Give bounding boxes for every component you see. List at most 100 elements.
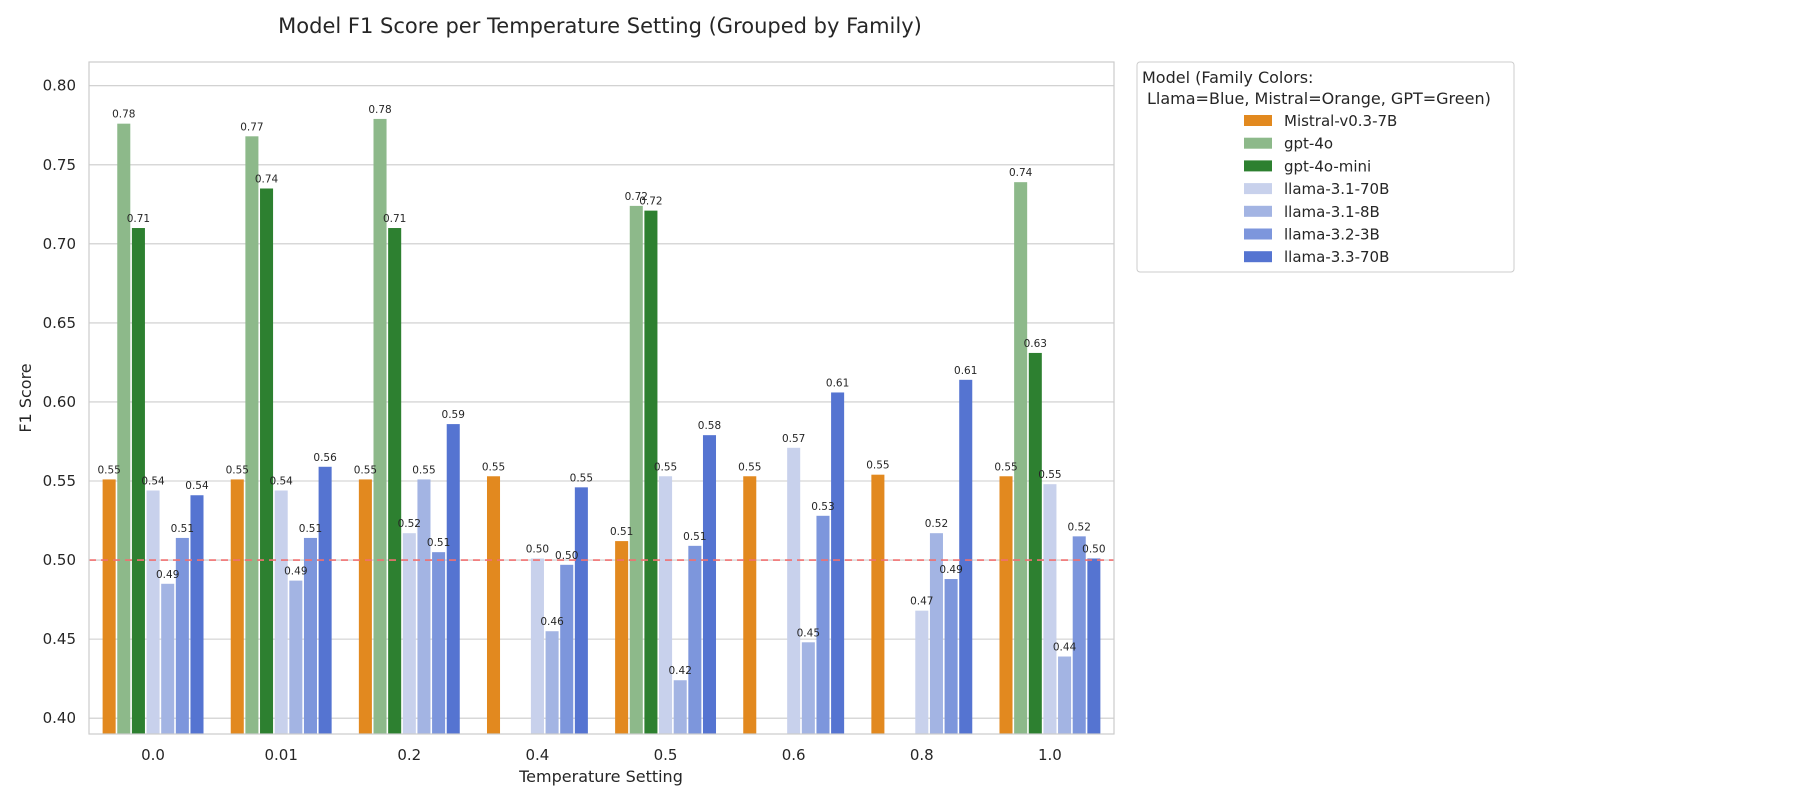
bar [260, 188, 274, 734]
bar [432, 552, 446, 734]
bar-labels: 0.55 0.55 0.55 0.55 0.51 0.55 0.55 0.55 0.78 0.77… [97, 104, 1105, 677]
x-tick-label: 0.8 [910, 746, 934, 764]
y-tick-label: 0.40 [43, 709, 76, 727]
bar-value-label: 0.50 [526, 543, 549, 555]
bar [944, 579, 958, 734]
bar-value-label: 0.51 [299, 523, 322, 535]
bar [146, 490, 160, 734]
bar [446, 424, 460, 734]
y-tick-labels: 0.40 0.45 0.50 0.55 0.60 0.65 0.70 0.75 0.80 [43, 77, 76, 727]
bar-value-label: 0.74 [1009, 167, 1033, 179]
legend-items: Mistral-v0.3-7B gpt-4o gpt-4o-mini llama-3.… [1244, 112, 1397, 266]
bar-value-label: 0.54 [269, 475, 293, 487]
bar [659, 476, 673, 734]
bar-value-label: 0.49 [939, 564, 962, 576]
bar [486, 476, 501, 734]
bar-value-label: 0.53 [811, 501, 834, 513]
legend-swatch [1244, 205, 1272, 217]
bar [999, 476, 1013, 734]
plot-frame [88, 61, 1115, 735]
bar-value-label: 0.55 [654, 461, 677, 473]
bar-value-label: 0.78 [368, 104, 391, 116]
bar [831, 392, 845, 734]
bar [131, 228, 145, 734]
bar-value-label: 0.72 [625, 191, 648, 203]
bar [274, 490, 288, 734]
legend-label: llama-3.3-70B [1284, 248, 1389, 266]
bar-value-label: 0.55 [482, 461, 505, 473]
bar-value-label: 0.49 [284, 566, 307, 578]
legend-swatch [1244, 115, 1272, 126]
x-tick-label: 0.5 [654, 746, 678, 764]
bar-value-label: 0.52 [398, 518, 421, 530]
bar [530, 558, 544, 734]
y-tick-label: 0.55 [43, 472, 76, 490]
bar [915, 610, 929, 734]
bar-value-label: 0.72 [639, 196, 662, 208]
bar-value-label: 0.78 [112, 109, 135, 121]
bar [787, 447, 801, 734]
bar-value-label: 0.51 [171, 523, 194, 535]
bar-value-label: 0.52 [1068, 521, 1091, 533]
bar [230, 479, 244, 734]
chart-title: Model F1 Score per Temperature Setting (… [278, 14, 922, 38]
bar-value-label: 0.61 [826, 377, 849, 389]
bar-value-label: 0.55 [1038, 469, 1061, 481]
bar [702, 435, 717, 734]
bar-value-label: 0.56 [313, 452, 337, 464]
bar-value-label: 0.77 [240, 121, 263, 133]
y-tick-label: 0.70 [43, 235, 76, 253]
bar-value-label: 0.52 [925, 518, 948, 530]
bar [190, 495, 204, 734]
bar [574, 487, 588, 734]
bar [373, 118, 387, 734]
bar-value-label: 0.55 [994, 461, 1017, 473]
bar [175, 537, 189, 734]
bar [615, 541, 629, 734]
bar [245, 136, 259, 734]
bar [644, 210, 658, 734]
bar [1072, 536, 1086, 734]
bar-value-label: 0.55 [97, 464, 120, 476]
bar [629, 205, 643, 734]
bar [318, 466, 332, 734]
bar-value-label: 0.51 [427, 537, 450, 549]
legend-label: llama-3.2-3B [1284, 226, 1380, 244]
bar [545, 631, 559, 734]
bar [289, 580, 303, 734]
bar [929, 533, 943, 734]
bar-value-label: 0.57 [782, 433, 805, 445]
bar [801, 642, 815, 734]
x-tick-label: 0.6 [782, 746, 806, 764]
bar-value-label: 0.55 [866, 460, 889, 472]
legend-swatch [1244, 137, 1272, 149]
legend-label: gpt-4o-mini [1284, 157, 1371, 175]
y-tick-label: 0.80 [43, 77, 76, 95]
x-tick-label: 0.4 [526, 746, 550, 764]
bar [102, 479, 116, 734]
bar-value-label: 0.54 [141, 475, 165, 487]
bar-value-label: 0.74 [255, 173, 279, 185]
bar-value-label: 0.54 [185, 480, 209, 492]
bar-value-label: 0.42 [669, 665, 692, 677]
bar-value-label: 0.50 [1082, 543, 1105, 555]
bar [1014, 182, 1028, 734]
bar [688, 545, 702, 734]
x-axis-label: Temperature Setting [518, 767, 683, 786]
legend-label: gpt-4o [1284, 135, 1333, 153]
bar-value-label: 0.44 [1053, 642, 1077, 654]
legend-swatch [1244, 228, 1272, 240]
bar-value-label: 0.45 [797, 627, 820, 639]
legend-frame [1136, 61, 1515, 273]
bar [1043, 484, 1057, 734]
bar-value-label: 0.71 [383, 213, 406, 225]
y-axis-label: F1 Score [16, 363, 35, 432]
x-tick-label: 0.01 [264, 746, 297, 764]
bar-value-label: 0.46 [540, 616, 564, 628]
bar-value-label: 0.55 [354, 464, 377, 476]
x-tick-labels: 0.0 0.01 0.2 0.4 0.5 0.6 0.8 1.0 [141, 746, 1062, 764]
bar-value-label: 0.50 [555, 550, 578, 562]
bar [161, 583, 175, 734]
bar-value-label: 0.55 [570, 472, 593, 484]
legend-label: Mistral-v0.3-7B [1284, 112, 1397, 130]
